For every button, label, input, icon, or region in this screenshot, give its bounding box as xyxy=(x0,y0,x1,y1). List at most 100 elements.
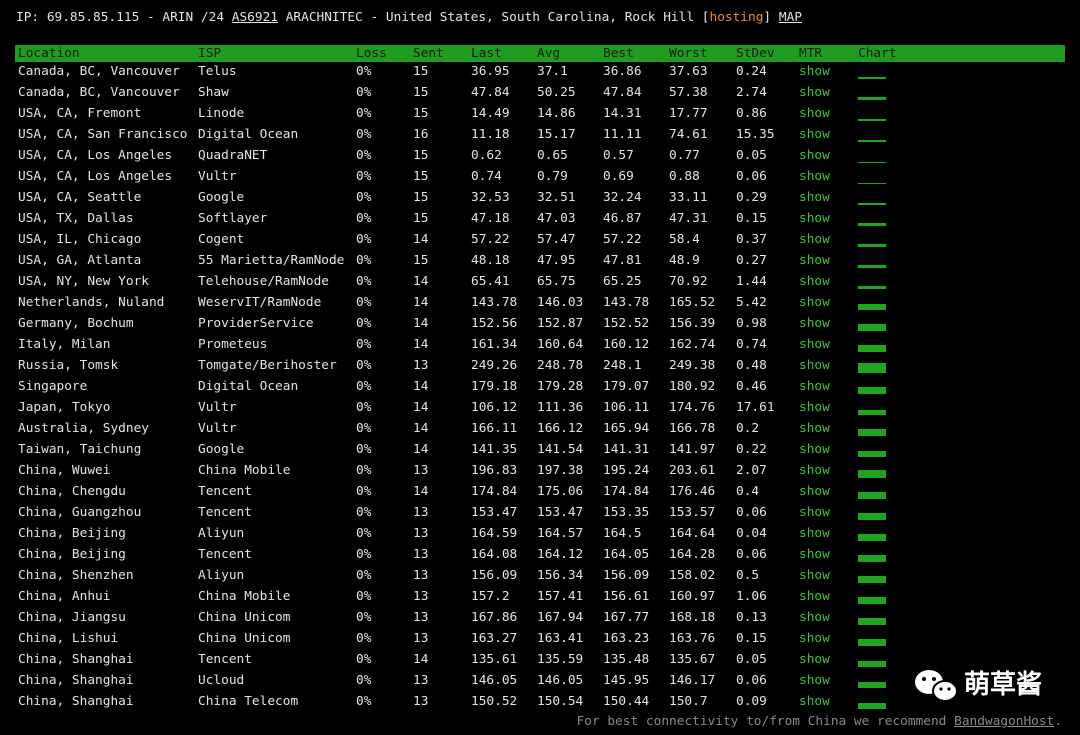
sent: 14 xyxy=(413,484,429,499)
location: USA, CA, San Francisco xyxy=(18,127,188,142)
mtr-link[interactable]: show xyxy=(799,274,830,289)
avg: 111.36 xyxy=(537,400,584,415)
mtr-link[interactable]: show xyxy=(799,64,830,79)
last: 249.26 xyxy=(471,358,518,373)
worst: 33.11 xyxy=(669,190,708,205)
location: China, Anhui xyxy=(18,589,111,604)
worst: 156.39 xyxy=(669,316,716,331)
loss: 0% xyxy=(356,379,372,394)
mtr-link[interactable]: show xyxy=(799,190,830,205)
mtr-link[interactable]: show xyxy=(799,127,830,142)
isp: Vultr xyxy=(198,421,237,436)
best: 150.44 xyxy=(603,694,650,709)
location: Germany, Bochum xyxy=(18,316,134,331)
worst: 0.88 xyxy=(669,169,700,184)
loss: 0% xyxy=(356,610,372,625)
isp: Aliyun xyxy=(198,526,245,541)
mtr-link[interactable]: show xyxy=(799,253,830,268)
mtr-link[interactable]: show xyxy=(799,85,830,100)
mtr-link[interactable]: show xyxy=(799,526,830,541)
isp: Vultr xyxy=(198,169,237,184)
map-link[interactable]: MAP xyxy=(778,10,802,25)
mtr-link[interactable]: show xyxy=(799,169,830,184)
stdev: 0.86 xyxy=(736,106,767,121)
avg: 57.47 xyxy=(537,232,576,247)
latency-bar xyxy=(858,469,886,478)
isp: Digital Ocean xyxy=(198,127,299,142)
isp: China Mobile xyxy=(198,463,291,478)
last: 14.49 xyxy=(471,106,510,121)
worst: 160.97 xyxy=(669,589,716,604)
loss: 0% xyxy=(356,295,372,310)
mtr-link[interactable]: show xyxy=(799,442,830,457)
mtr-link[interactable]: show xyxy=(799,652,830,667)
ip-info-line: IP: 69.85.85.115 - ARIN /24 AS6921 ARACH… xyxy=(16,10,802,26)
mtr-link[interactable]: show xyxy=(799,463,830,478)
avg: 160.64 xyxy=(537,337,584,352)
best: 156.61 xyxy=(603,589,650,604)
mtr-link[interactable]: show xyxy=(799,694,830,709)
footer-link[interactable]: BandwagonHost xyxy=(954,714,1055,729)
mtr-link[interactable]: show xyxy=(799,631,830,646)
location: Canada, BC, Vancouver xyxy=(18,85,180,100)
location: USA, GA, Atlanta xyxy=(18,253,142,268)
avg: 65.75 xyxy=(537,274,576,289)
best: 47.81 xyxy=(603,253,642,268)
location: China, Guangzhou xyxy=(18,505,142,520)
location: USA, CA, Seattle xyxy=(18,190,142,205)
mtr-link[interactable]: show xyxy=(799,379,830,394)
sent: 16 xyxy=(413,127,429,142)
mtr-link[interactable]: show xyxy=(799,316,830,331)
latency-bar xyxy=(858,450,886,457)
worst: 57.38 xyxy=(669,85,708,100)
isp: Softlayer xyxy=(198,211,268,226)
best: 160.12 xyxy=(603,337,650,352)
stdev: 0.74 xyxy=(736,337,767,352)
mtr-link[interactable]: show xyxy=(799,148,830,163)
mtr-link[interactable]: show xyxy=(799,589,830,604)
mtr-link[interactable]: show xyxy=(799,211,830,226)
best: 153.35 xyxy=(603,505,650,520)
loss: 0% xyxy=(356,337,372,352)
mtr-link[interactable]: show xyxy=(799,421,830,436)
mtr-link[interactable]: show xyxy=(799,337,830,352)
mtr-link[interactable]: show xyxy=(799,232,830,247)
isp: Vultr xyxy=(198,400,237,415)
mtr-link[interactable]: show xyxy=(799,106,830,121)
avg: 37.1 xyxy=(537,64,568,79)
isp: Telus xyxy=(198,64,237,79)
worst: 37.63 xyxy=(669,64,708,79)
avg: 0.65 xyxy=(537,148,568,163)
worst: 146.17 xyxy=(669,673,716,688)
latency-bar xyxy=(858,76,886,79)
stdev: 0.06 xyxy=(736,673,767,688)
avg: 32.51 xyxy=(537,190,576,205)
mtr-link[interactable]: show xyxy=(799,505,830,520)
avg: 179.28 xyxy=(537,379,584,394)
asn-link[interactable]: AS6921 xyxy=(231,10,278,25)
latency-bar xyxy=(858,639,886,646)
mtr-link[interactable]: show xyxy=(799,400,830,415)
loss: 0% xyxy=(356,547,372,562)
latency-bar xyxy=(858,265,886,268)
worst: 70.92 xyxy=(669,274,708,289)
mtr-link[interactable]: show xyxy=(799,673,830,688)
location: China, Shanghai xyxy=(18,652,134,667)
latency-bar xyxy=(858,303,886,310)
latency-bar xyxy=(858,97,886,100)
sent: 15 xyxy=(413,106,429,121)
latency-bar xyxy=(858,202,886,205)
isp: Tencent xyxy=(198,547,252,562)
mtr-link[interactable]: show xyxy=(799,358,830,373)
mtr-link[interactable]: show xyxy=(799,568,830,583)
sent: 15 xyxy=(413,64,429,79)
loss: 0% xyxy=(356,148,372,163)
worst: 249.38 xyxy=(669,358,716,373)
mtr-link[interactable]: show xyxy=(799,547,830,562)
latency-bar xyxy=(858,386,886,394)
mtr-link[interactable]: show xyxy=(799,610,830,625)
mtr-link[interactable]: show xyxy=(799,295,830,310)
avg: 0.79 xyxy=(537,169,568,184)
mtr-link[interactable]: show xyxy=(799,484,830,499)
last: 146.05 xyxy=(471,673,518,688)
